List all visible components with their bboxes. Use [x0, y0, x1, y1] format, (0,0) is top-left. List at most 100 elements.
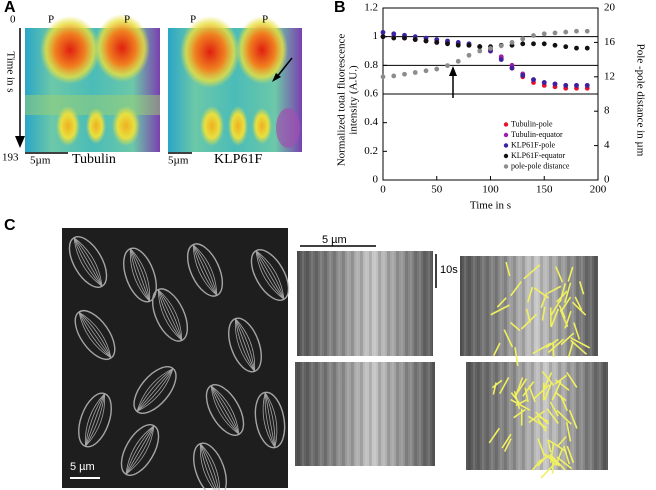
- data-point: [391, 73, 397, 79]
- x-tick-label: 150: [536, 184, 553, 196]
- data-point: [509, 40, 515, 45]
- data-point: [434, 66, 440, 72]
- spindle-fiber: [73, 237, 103, 287]
- spindle-fiber: [235, 318, 256, 372]
- track-line: [543, 381, 553, 401]
- spindle-fiber: [136, 368, 174, 412]
- x-tick-label: 0: [380, 184, 386, 196]
- spindle-fiber: [192, 244, 218, 296]
- data-point: [520, 41, 526, 47]
- track-line: [537, 454, 548, 467]
- track-line: [549, 455, 561, 467]
- spindle-fiber: [199, 443, 220, 490]
- track-line: [567, 341, 574, 357]
- track-line: [496, 297, 507, 308]
- spindle: [254, 391, 286, 449]
- x-tick-label: 50: [431, 184, 443, 196]
- track-line: [527, 415, 548, 429]
- panel-label: C: [4, 217, 16, 234]
- track-line: [522, 381, 535, 397]
- track-line: [535, 411, 550, 425]
- pole-label: P: [48, 14, 54, 26]
- spindle: [133, 366, 177, 414]
- track-line: [545, 338, 559, 349]
- track-line: [571, 301, 587, 316]
- spindle: [68, 236, 108, 288]
- track-line: [513, 408, 526, 419]
- spindle: [250, 249, 290, 301]
- track-line: [528, 410, 546, 424]
- data-point: [574, 28, 579, 34]
- spindle-fiber: [235, 318, 255, 372]
- data-point: [563, 44, 569, 50]
- y-tick-label: 0.2: [364, 145, 378, 157]
- time-start: 0: [10, 14, 16, 26]
- panel-label: A: [4, 0, 16, 16]
- data-point: [391, 35, 397, 41]
- track-line: [556, 290, 568, 303]
- track-line: [564, 310, 572, 329]
- track-line: [566, 371, 578, 388]
- spindle: [151, 288, 189, 342]
- y-tick-label: 1.2: [364, 2, 378, 14]
- legend-marker: [503, 143, 509, 148]
- track-line: [537, 438, 546, 456]
- track-line: [556, 456, 573, 470]
- data-point: [402, 35, 407, 41]
- track-line: [566, 445, 575, 463]
- spindle: [123, 247, 157, 303]
- spindle-fiber: [73, 237, 103, 287]
- data-point: [380, 34, 386, 40]
- data-point: [380, 29, 386, 35]
- data-point: [466, 42, 472, 48]
- legend-marker: [503, 164, 509, 169]
- legend-label: pole-pole distance: [511, 161, 570, 170]
- data-point: [412, 37, 418, 42]
- pole-label: P: [190, 14, 196, 26]
- track-lines: [488, 261, 591, 479]
- y2-tick-label: 20: [604, 2, 616, 14]
- spindle-fiber: [255, 250, 285, 300]
- track-line: [556, 435, 567, 447]
- track-line: [555, 392, 567, 402]
- spindle-fiber: [264, 392, 276, 448]
- track-line: [547, 338, 565, 354]
- data-point: [531, 33, 536, 38]
- spindle-fiber: [130, 248, 151, 302]
- data-point: [380, 74, 386, 80]
- spindle-fiber: [200, 443, 221, 490]
- spindle-fiber: [157, 289, 183, 341]
- data-point: [445, 63, 450, 69]
- legend-label: KLP61F-pole: [511, 140, 555, 149]
- track-line: [520, 313, 538, 330]
- data-point: [455, 58, 461, 64]
- data-point: [498, 57, 504, 62]
- data-point: [477, 44, 483, 50]
- spindle-fiber: [264, 392, 278, 448]
- data-point: [541, 31, 547, 37]
- spindle-fiber: [136, 368, 174, 412]
- spindle-fiber: [85, 393, 105, 447]
- data-point: [531, 77, 536, 83]
- y2-tick-label: 4: [604, 139, 610, 151]
- track-line: [555, 266, 564, 283]
- spindle-fiber: [210, 385, 240, 435]
- data-point: [520, 72, 526, 78]
- spindle-fiber: [85, 393, 105, 447]
- track-line: [567, 266, 574, 282]
- spindle-fiber: [157, 289, 183, 341]
- track-line: [556, 409, 572, 425]
- spindle-fiber: [136, 368, 174, 412]
- track-line: [491, 379, 503, 389]
- legend-label: KLP61F-equator: [511, 151, 566, 160]
- data-point: [509, 65, 515, 71]
- track-line: [523, 264, 541, 280]
- data-point: [423, 38, 429, 44]
- spindle: [193, 442, 227, 490]
- data-point: [488, 46, 493, 51]
- kymographs: [295, 251, 608, 470]
- x-axis-label: Time in s: [470, 200, 511, 212]
- data-point: [563, 83, 569, 88]
- track-line: [531, 459, 542, 471]
- spindle-fiber: [130, 248, 150, 302]
